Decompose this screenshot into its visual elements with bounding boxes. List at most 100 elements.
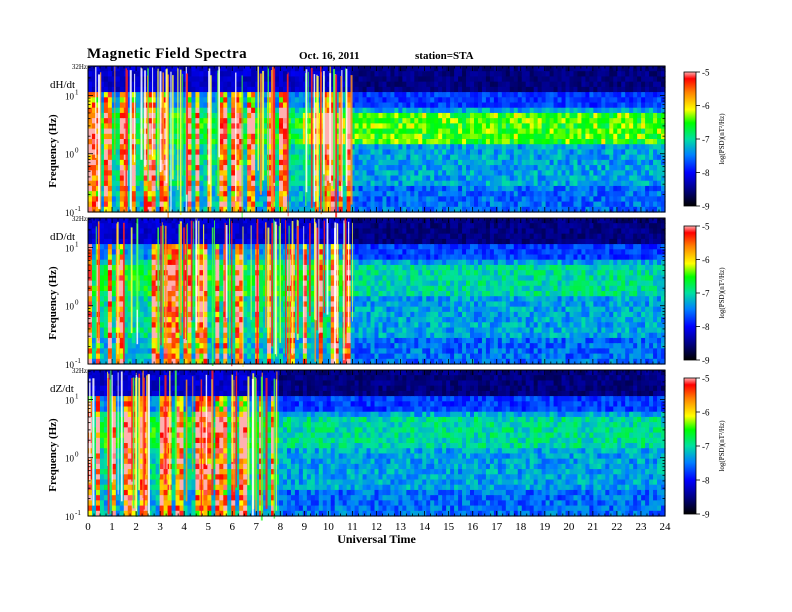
spectrogram-cell — [613, 66, 618, 72]
spectrogram-cell — [247, 107, 252, 114]
spectrogram-cell — [529, 97, 535, 104]
spectrogram-cell — [123, 218, 129, 224]
spectrogram-cell — [537, 118, 543, 124]
spectrogram-cell — [151, 270, 157, 276]
spectrogram-cell — [573, 144, 579, 151]
spectrogram-cell — [390, 201, 396, 208]
spectrogram-cell — [446, 128, 451, 135]
spectrogram-cell — [111, 337, 117, 344]
spectrogram-cell — [450, 71, 455, 78]
spectrogram-cell — [298, 86, 304, 93]
spectrogram-cell — [139, 191, 145, 197]
spectrogram-cell — [326, 180, 332, 187]
spectrogram-cell — [641, 206, 646, 213]
spectrogram-cell — [557, 81, 563, 88]
spectrogram-cell — [127, 317, 133, 323]
spectrogram-cell — [418, 97, 423, 104]
spectrogram-cell — [199, 92, 204, 98]
spectrogram-cell — [549, 185, 555, 192]
spectrogram-cell — [497, 175, 503, 182]
spectrogram-cell — [533, 133, 539, 140]
spectrogram-cell — [438, 81, 443, 88]
spectrogram-cell — [477, 123, 483, 130]
spectrogram-cell — [322, 180, 328, 187]
spectrogram-cell — [517, 71, 523, 78]
spectrogram-cell — [127, 343, 133, 349]
spectrogram-cell — [629, 180, 634, 187]
spectrogram-cell — [346, 97, 352, 104]
spectrogram-cell — [418, 180, 423, 187]
spectrogram-cell — [88, 343, 93, 349]
spectrogram-cell — [645, 154, 650, 161]
spectrogram-cell — [199, 133, 204, 140]
spectrogram-cell — [111, 97, 117, 104]
spectrogram-cell — [267, 76, 272, 83]
spectrogram-cell — [553, 139, 559, 145]
spectrogram-cell — [366, 102, 372, 109]
spectrogram-cells — [88, 66, 666, 213]
spectrogram-cell — [517, 86, 523, 93]
spectrogram-cell — [294, 76, 300, 83]
spectrogram-cell — [115, 123, 121, 130]
spectrogram-cell — [263, 185, 268, 192]
spectrogram-cell — [147, 311, 153, 318]
spectrogram-cell — [151, 185, 157, 192]
spectrogram-cell — [227, 128, 232, 135]
spectrogram-cell — [171, 97, 177, 104]
spectrogram-cell — [382, 180, 388, 187]
spectrogram-cell — [462, 133, 467, 140]
spectrogram-cell — [398, 149, 403, 156]
spectrogram-cell — [91, 86, 97, 93]
spectrogram-cell — [131, 175, 137, 182]
spectrogram-cell — [282, 66, 288, 72]
spectrogram-cell — [151, 275, 157, 282]
spectrogram-cell — [314, 66, 320, 72]
spectrogram-cell — [565, 123, 571, 130]
spectrogram-cell — [88, 327, 93, 334]
spectrogram-cell — [637, 165, 642, 171]
spectrogram-cell — [489, 201, 495, 208]
spectrogram-cell — [422, 123, 427, 130]
spectrogram-cell — [107, 66, 113, 72]
spectrogram-cell — [207, 196, 212, 203]
spectrogram-cell — [135, 66, 141, 72]
spectrogram-cell — [167, 275, 173, 282]
spectrogram-cell — [354, 175, 360, 182]
spectrogram-cell — [147, 332, 153, 339]
spectrogram-cell — [171, 275, 177, 282]
spectrogram-cell — [366, 165, 372, 171]
spectrogram-cell — [561, 165, 567, 171]
spectrogram-cell — [115, 149, 121, 156]
spectrogram-cell — [298, 76, 304, 83]
spectrogram-cell — [251, 201, 256, 208]
spectrogram-cell — [406, 76, 411, 83]
spectrogram-cell — [119, 306, 125, 313]
spectrogram-cell — [645, 81, 650, 88]
spectrogram-cell — [179, 175, 185, 182]
spectrogram-cell — [358, 149, 364, 156]
spectrogram-cell — [410, 196, 415, 203]
spectrogram-cell — [442, 133, 447, 140]
spectrogram-cell — [593, 175, 598, 182]
spectrogram-cell — [143, 76, 149, 83]
spectrogram-cell — [255, 175, 260, 182]
spectrogram-cell — [521, 97, 527, 104]
spectrogram-cell — [605, 149, 610, 156]
spectrogram-cell — [370, 144, 376, 151]
spectrogram-cell — [350, 102, 356, 109]
spectrogram-cell — [454, 81, 459, 88]
spectrogram-cell — [573, 154, 579, 161]
spectrogram-cell — [533, 201, 539, 208]
spectrogram-cell — [306, 133, 312, 140]
spectrogram-cell — [410, 133, 415, 140]
spectrogram-cell — [549, 149, 555, 156]
spectrogram-cell — [438, 123, 443, 130]
spectrogram-cell — [609, 76, 614, 83]
spectrogram-cell — [565, 71, 571, 78]
spectrogram-cell — [398, 86, 403, 93]
spectrogram-cell — [414, 66, 419, 72]
spectrogram-cell — [597, 128, 602, 135]
spectrogram-cell — [370, 201, 376, 208]
spectrogram-cell — [653, 185, 658, 192]
spectrogram-cell — [450, 128, 455, 135]
